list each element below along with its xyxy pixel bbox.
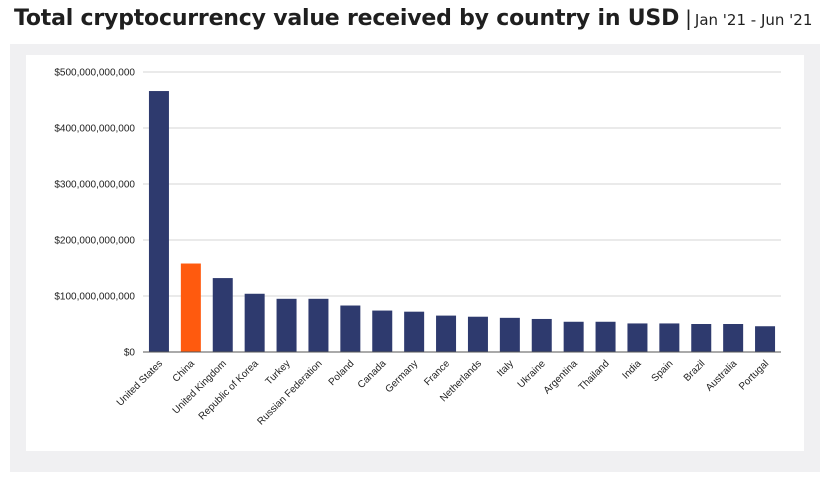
y-tick-label: $300,000,000,000 <box>54 180 135 191</box>
y-tick-label: $500,000,000,000 <box>54 68 135 79</box>
bar-australia <box>723 324 744 352</box>
chart-title: Total cryptocurrency value received by c… <box>14 6 680 31</box>
chart-subtitle: Jan '21 - Jun '21 <box>694 11 813 29</box>
bar-china <box>180 263 201 352</box>
bar-poland <box>340 305 361 352</box>
bar-india <box>627 323 648 352</box>
x-tick-label: Brazil <box>682 358 707 383</box>
bar-brazil <box>691 324 712 352</box>
bar-spain <box>659 323 680 352</box>
bar-republic-of-korea <box>244 293 265 352</box>
bar-italy <box>499 317 520 352</box>
x-tick-label: United States <box>115 358 165 408</box>
bar-united-kingdom <box>212 278 233 352</box>
y-tick-label: $0 <box>124 348 136 359</box>
x-tick-label: Germany <box>383 358 420 395</box>
bar-ukraine <box>531 318 552 352</box>
x-tick-label: Italy <box>495 358 516 379</box>
y-tick-label: $400,000,000,000 <box>54 124 135 135</box>
y-tick-label: $200,000,000,000 <box>54 236 135 247</box>
x-tick-label: Ukraine <box>516 358 548 390</box>
x-tick-label: Thailand <box>577 358 612 393</box>
bar-germany <box>404 311 425 352</box>
x-tick-label: India <box>620 358 643 381</box>
y-tick-label: $100,000,000,000 <box>54 292 135 303</box>
bar-turkey <box>276 298 297 352</box>
chart-card: $0 $100,000,000,000 $200,000,000,000 $300,0… <box>26 55 804 451</box>
x-tick-label: Australia <box>704 358 740 394</box>
x-tick-label: Spain <box>650 358 676 384</box>
chart-header: Total cryptocurrency value received by c… <box>14 6 812 31</box>
title-separator: | <box>685 6 692 30</box>
bar-portugal <box>755 326 776 352</box>
x-tick-label: China <box>171 358 198 385</box>
x-tick-label: France <box>422 358 452 388</box>
bar-netherlands <box>467 316 488 352</box>
x-tick-label: Poland <box>327 358 357 388</box>
x-tick-label: Republic of Korea <box>197 358 261 422</box>
bar-thailand <box>595 321 616 352</box>
x-tick-label: Argentina <box>542 358 580 396</box>
x-tick-label: Turkey <box>264 358 293 387</box>
bar-russian-federation <box>308 298 329 352</box>
bar-argentina <box>563 321 584 352</box>
x-tick-label: Portugal <box>737 358 771 392</box>
bar-united-states <box>148 91 169 352</box>
bar-france <box>436 315 457 352</box>
bar-chart: $0 $100,000,000,000 $200,000,000,000 $300,0… <box>54 68 781 427</box>
bar-canada <box>372 310 393 352</box>
